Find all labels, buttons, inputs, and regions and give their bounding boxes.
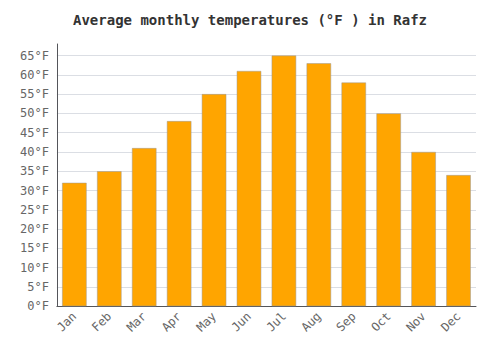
svg-text:Jan: Jan [54,309,79,334]
svg-text:35°F: 35°F [20,164,49,178]
svg-text:5°F: 5°F [27,280,49,294]
svg-text:25°F: 25°F [20,203,49,217]
svg-text:10°F: 10°F [20,261,49,275]
svg-text:Sep: Sep [333,309,358,334]
svg-text:Nov: Nov [403,309,428,334]
svg-text:40°F: 40°F [20,145,49,159]
svg-text:Mar: Mar [124,309,149,334]
svg-text:Feb: Feb [89,309,114,334]
svg-text:65°F: 65°F [20,49,49,63]
svg-text:45°F: 45°F [20,126,49,140]
svg-text:50°F: 50°F [20,106,49,120]
svg-text:Jul: Jul [264,309,289,334]
svg-text:15°F: 15°F [20,241,49,255]
svg-text:60°F: 60°F [20,68,49,82]
svg-text:Dec: Dec [438,309,463,334]
svg-text:30°F: 30°F [20,184,49,198]
svg-text:Oct: Oct [368,309,393,334]
svg-text:0°F: 0°F [27,299,49,313]
svg-text:Apr: Apr [159,309,184,334]
svg-text:Jun: Jun [229,309,254,334]
svg-text:20°F: 20°F [20,222,49,236]
svg-text:Average monthly temperatures (: Average monthly temperatures (°F ) in Ra… [73,12,427,28]
svg-text:55°F: 55°F [20,87,49,101]
svg-text:Aug: Aug [299,309,324,334]
svg-text:May: May [194,309,219,334]
